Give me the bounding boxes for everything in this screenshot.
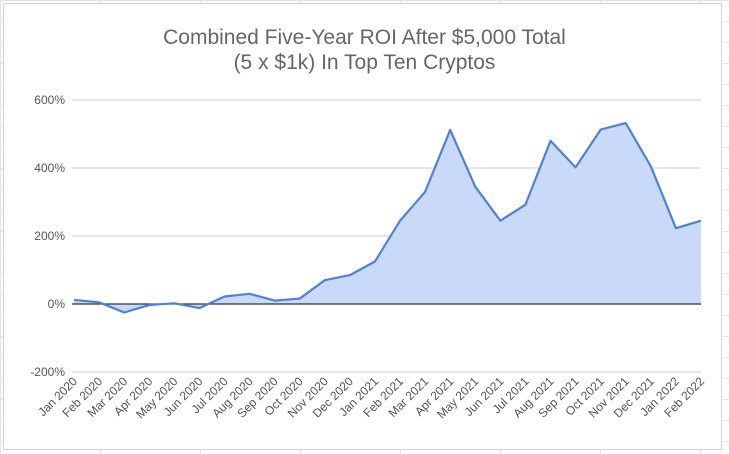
data-point[interactable] <box>472 184 478 190</box>
data-point[interactable] <box>573 164 579 170</box>
data-point[interactable] <box>221 294 227 300</box>
data-point[interactable] <box>698 218 704 224</box>
y-tick-label: 200% <box>34 229 65 243</box>
area-fill-layer <box>74 123 701 313</box>
data-point[interactable] <box>397 218 403 224</box>
chart-title-line-1: Combined Five-Year ROI After $5,000 Tota… <box>163 26 566 49</box>
data-point[interactable] <box>171 300 177 306</box>
data-point[interactable] <box>673 225 679 231</box>
chart-title-line-2: (5 x $1k) In Top Ten Cryptos <box>233 51 496 74</box>
data-point[interactable] <box>347 272 353 278</box>
data-point[interactable] <box>71 297 77 303</box>
data-point[interactable] <box>522 202 528 208</box>
data-point[interactable] <box>548 138 554 144</box>
data-point[interactable] <box>648 163 654 169</box>
data-point[interactable] <box>272 298 278 304</box>
y-tick-label: 600% <box>34 93 65 107</box>
data-point[interactable] <box>422 189 428 195</box>
data-point[interactable] <box>196 305 202 311</box>
data-point[interactable] <box>121 310 127 316</box>
data-point[interactable] <box>623 120 629 126</box>
data-point[interactable] <box>322 277 328 283</box>
data-point[interactable] <box>497 218 503 224</box>
data-point[interactable] <box>96 299 102 305</box>
series-area-fill <box>74 123 701 313</box>
y-axis-tick-labels: 600% 400% 200% 0% -200% <box>30 93 65 379</box>
data-point[interactable] <box>247 291 253 297</box>
y-tick-label: 0% <box>48 297 66 311</box>
y-tick-label: 400% <box>34 161 65 175</box>
data-point[interactable] <box>146 302 152 308</box>
y-tick-label: -200% <box>30 365 65 379</box>
data-point[interactable] <box>598 127 604 133</box>
series-line <box>73 122 702 314</box>
series-line-layer <box>71 120 704 316</box>
data-point[interactable] <box>447 127 453 133</box>
chart-title: Combined Five-Year ROI After $5,000 Tota… <box>0 25 729 75</box>
data-point[interactable] <box>297 296 303 302</box>
data-point[interactable] <box>372 259 378 265</box>
